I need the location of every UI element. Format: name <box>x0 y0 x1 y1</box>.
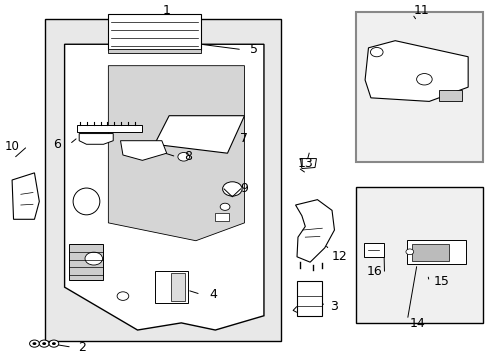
Polygon shape <box>69 244 103 280</box>
Polygon shape <box>154 116 244 153</box>
Text: 2: 2 <box>78 341 85 354</box>
Polygon shape <box>365 41 467 102</box>
Bar <box>45 19 281 341</box>
Circle shape <box>39 340 49 347</box>
Text: 10: 10 <box>5 140 20 153</box>
Bar <box>363 243 383 257</box>
Circle shape <box>405 249 413 255</box>
Polygon shape <box>120 141 166 160</box>
Polygon shape <box>295 200 334 262</box>
Text: 1: 1 <box>163 4 170 17</box>
Bar <box>296 281 321 316</box>
Text: 7: 7 <box>240 132 248 145</box>
Circle shape <box>117 292 128 300</box>
Text: 13: 13 <box>297 157 312 170</box>
Text: 15: 15 <box>432 275 448 288</box>
Circle shape <box>416 73 431 85</box>
Polygon shape <box>108 66 244 241</box>
Bar <box>411 244 448 261</box>
Bar <box>77 125 142 132</box>
Circle shape <box>370 48 382 57</box>
Circle shape <box>32 342 36 345</box>
Text: 3: 3 <box>330 300 338 313</box>
Bar <box>154 271 187 303</box>
Text: 12: 12 <box>331 250 346 263</box>
Circle shape <box>49 340 59 347</box>
Polygon shape <box>64 44 264 330</box>
Circle shape <box>52 342 56 345</box>
Text: 16: 16 <box>366 265 382 278</box>
Circle shape <box>85 252 102 265</box>
Circle shape <box>178 153 189 161</box>
Circle shape <box>30 340 39 347</box>
Bar <box>356 187 482 323</box>
Circle shape <box>222 182 242 196</box>
Circle shape <box>220 203 229 210</box>
Bar <box>438 90 461 102</box>
Text: 5: 5 <box>250 43 258 56</box>
Polygon shape <box>79 134 113 144</box>
Bar <box>407 240 465 264</box>
Bar <box>356 12 482 162</box>
Circle shape <box>42 342 46 345</box>
Text: 4: 4 <box>208 288 216 301</box>
Polygon shape <box>12 173 39 219</box>
Text: 11: 11 <box>413 4 429 17</box>
Text: 8: 8 <box>184 150 192 163</box>
Ellipse shape <box>73 188 100 215</box>
Bar <box>170 273 185 301</box>
Bar <box>108 14 201 50</box>
Text: 6: 6 <box>53 138 61 151</box>
Polygon shape <box>300 158 316 168</box>
Text: 14: 14 <box>408 317 424 330</box>
Text: 9: 9 <box>240 183 248 195</box>
Bar <box>215 213 228 221</box>
Bar <box>108 49 201 53</box>
